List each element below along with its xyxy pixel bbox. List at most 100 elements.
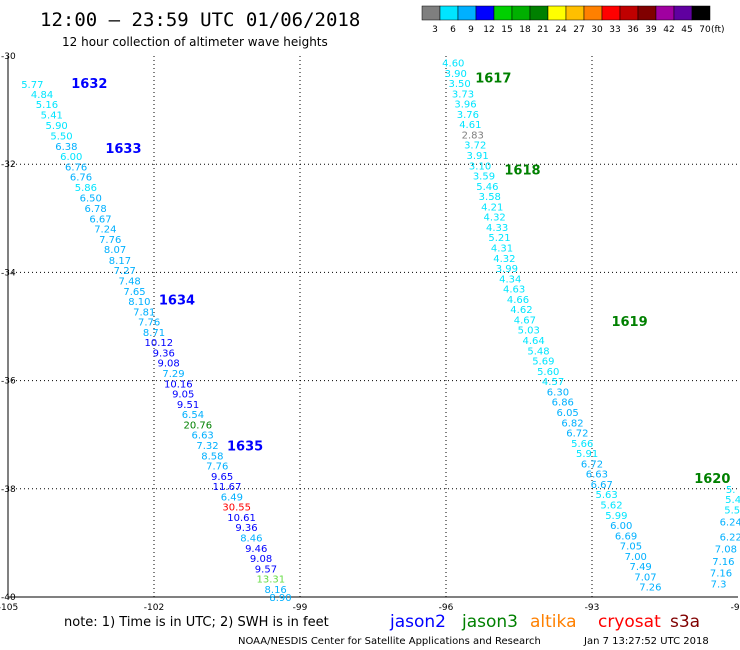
legend-label: 36 xyxy=(627,25,639,35)
wave-height-label: 3.76 xyxy=(457,110,479,121)
wave-height-label: 3.50 xyxy=(448,79,470,90)
wave-height-label: 5.90 xyxy=(46,121,68,132)
legend-swatch xyxy=(583,5,603,21)
legend-swatch xyxy=(673,5,693,21)
wave-height-label: 20.76 xyxy=(183,420,212,431)
wave-height-label: 7.24 xyxy=(94,225,116,236)
pass-number-label: 1632 xyxy=(71,77,107,92)
wave-height-label: 5.5 xyxy=(724,505,740,516)
legend-label: 45 xyxy=(681,25,692,35)
wave-height-label: 5.99 xyxy=(605,511,627,522)
wave-height-label: 7.00 xyxy=(625,552,647,563)
wave-height-label: 6.63 xyxy=(586,470,608,481)
wave-height-label: 4.32 xyxy=(493,254,515,265)
color-legend: 3 6 9 12 15 18 21 24 27 30 33 36 39 42 45 70 xyxy=(421,5,711,35)
legend-label: 12 xyxy=(483,25,494,35)
y-tick-label: -38 xyxy=(1,485,16,495)
pass-number-label: 1617 xyxy=(475,72,511,87)
wave-height-label: 9.05 xyxy=(172,390,194,401)
wave-height-label: 5.60 xyxy=(537,367,559,378)
wave-height-label: 8.16 xyxy=(265,585,287,596)
satellite-name: cryosat xyxy=(598,612,661,632)
wave-height-label: 13.31 xyxy=(256,575,285,586)
wave-height-label: 4.61 xyxy=(459,120,481,131)
wave-height-label: 4.33 xyxy=(486,223,508,234)
wave-height-label: 5.50 xyxy=(50,132,72,143)
wave-height-label: 9.57 xyxy=(255,564,277,575)
pass-number-label: 1620 xyxy=(694,472,730,487)
wave-height-label: 7.16 xyxy=(710,569,732,580)
legend-swatch xyxy=(601,5,621,21)
wave-height-label: 6.69 xyxy=(615,531,637,542)
wave-height-label: 7.49 xyxy=(630,562,652,573)
legend-swatch xyxy=(547,5,567,21)
legend-label: 70 xyxy=(699,25,711,35)
wave-height-label: 7.27 xyxy=(114,266,136,277)
wave-height-label: 10.12 xyxy=(145,338,174,349)
wave-height-label: 4.34 xyxy=(499,274,521,285)
wave-height-label: 9.46 xyxy=(245,544,267,555)
wave-height-label: 2.83 xyxy=(462,130,484,141)
wave-height-label: 30.55 xyxy=(222,503,251,514)
wave-height-label: 7.29 xyxy=(162,369,184,380)
wave-height-label: 9.08 xyxy=(157,359,179,370)
wave-height-label: 9.51 xyxy=(177,400,199,411)
wave-height-label: 7.07 xyxy=(634,572,656,583)
wave-height-label: 5.77 xyxy=(21,80,43,91)
wave-height-label: 8.46 xyxy=(240,533,262,544)
wave-height-label: 5.62 xyxy=(600,500,622,511)
y-tick-label: -34 xyxy=(1,268,16,278)
wave-height-label: 4.60 xyxy=(442,58,464,69)
y-tick-label: -32 xyxy=(1,160,16,170)
wave-height-label: 5.21 xyxy=(488,233,510,244)
legend-swatch xyxy=(637,5,657,21)
wave-height-label: 3.91 xyxy=(467,151,489,162)
wave-height-label: 6.54 xyxy=(182,410,204,421)
wave-height-label: 3.96 xyxy=(454,100,476,111)
wave-height-label: 3.58 xyxy=(479,192,501,203)
wave-height-label: 7.08 xyxy=(715,544,737,555)
chart-subtitle: 12 hour collection of altimeter wave hei… xyxy=(62,35,328,49)
wave-height-label: 4.62 xyxy=(510,305,532,316)
footer-credit: NOAA/NESDIS Center for Satellite Applica… xyxy=(238,636,541,647)
legend-label: 30 xyxy=(591,25,603,35)
wave-height-label: 7.65 xyxy=(123,287,145,298)
wave-height-label: 4.57 xyxy=(542,377,564,388)
wave-height-label: 7.05 xyxy=(620,542,642,553)
legend-swatch xyxy=(529,5,549,21)
x-tick-label: -102 xyxy=(144,603,164,613)
legend-swatch xyxy=(475,5,495,21)
legend-label: 9 xyxy=(468,25,474,35)
legend-swatch xyxy=(493,5,513,21)
wave-height-label: 3.72 xyxy=(464,141,486,152)
pass-number-label: 1633 xyxy=(105,142,141,157)
wave-height-label: 6.00 xyxy=(610,521,632,532)
legend-swatch xyxy=(439,5,459,21)
wave-height-label: 5.48 xyxy=(527,346,549,357)
wave-height-label: 5.66 xyxy=(571,439,593,450)
wave-height-label: 6.78 xyxy=(84,204,106,215)
wave-height-label: 9.08 xyxy=(250,554,272,565)
wave-height-label: 4.84 xyxy=(31,90,53,101)
wave-height-label: 7.76 xyxy=(99,235,121,246)
wave-height-label: 6.86 xyxy=(552,398,574,409)
wave-height-label: 4.63 xyxy=(503,285,525,296)
plot-frame xyxy=(7,56,738,598)
wave-height-label: 5.69 xyxy=(532,357,554,368)
y-tick-label: -36 xyxy=(1,377,16,387)
pass-number-label: 1634 xyxy=(159,293,195,308)
pass-number-label: 1618 xyxy=(504,164,540,179)
legend-label: 15 xyxy=(501,25,512,35)
wave-height-label: 5.86 xyxy=(75,183,97,194)
wave-height-label: 6.67 xyxy=(591,480,613,491)
wave-height-label: 6.63 xyxy=(192,431,214,442)
wave-height-label: 7.81 xyxy=(133,307,155,318)
wave-height-label: 8.71 xyxy=(143,328,165,339)
wave-height-label: 4.67 xyxy=(514,315,536,326)
wave-height-label: 10.61 xyxy=(227,513,256,524)
legend-label: 6 xyxy=(450,25,456,35)
wave-height-label: 6.67 xyxy=(89,214,111,225)
legend-label: 39 xyxy=(645,25,657,35)
satellite-legend: jason2 jason3 altika cryosat s3a xyxy=(389,612,700,632)
